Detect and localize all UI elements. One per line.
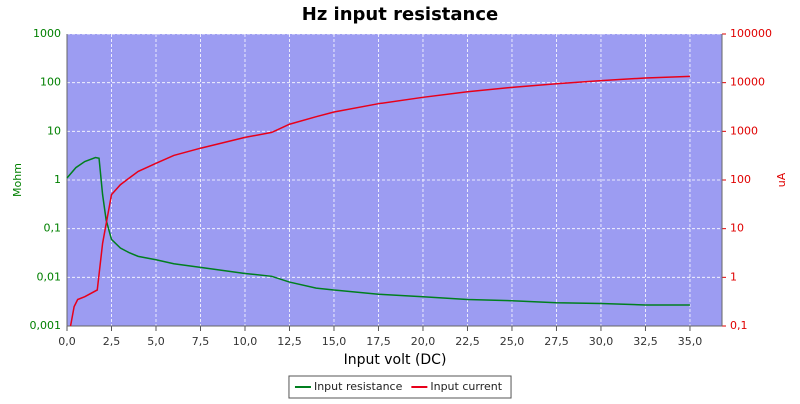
x-tick-label: 30,0 [589,335,614,348]
x-tick-label: 27,5 [544,335,569,348]
y2-tick-label: 1 [730,270,737,283]
y2-tick-label: 100 [730,173,751,186]
x-tick-label: 32,5 [633,335,658,348]
y2-tick-label: 10 [730,222,744,235]
y2-tick-label: 100000 [730,27,772,40]
y2-tick-label: 0,1 [730,319,748,332]
chart-title: Hz input resistance [302,4,499,25]
y-tick-label: 1000 [33,27,61,40]
y-tick-label: 100 [40,76,61,89]
line [69,75,690,327]
y2-axis-label: uA [775,172,788,187]
x-tick-label: 2,5 [103,335,121,348]
x-tick-label: 5,0 [147,335,165,348]
y2-tick-label: 10000 [730,76,765,89]
y-tick-label: 0,01 [37,270,62,283]
y-axis-label: Mohm [11,163,24,197]
x-tick-label: 10,0 [233,335,258,348]
x-tick-label: 20,0 [411,335,436,348]
x-tick-label: 35,0 [678,335,703,348]
y2-tick-label: 1000 [730,124,758,137]
y-tick-label: 1 [54,173,61,186]
legend-label: Input current [430,380,502,393]
x-tick-label: 25,0 [500,335,525,348]
y-tick-label: 10 [47,124,61,137]
x-tick-label: 15,0 [322,335,347,348]
y-tick-label: 0,001 [30,319,62,332]
legend-label: Input resistance [314,380,403,393]
line [66,156,690,306]
x-tick-label: 12,5 [277,335,302,348]
y-tick-label: 0,1 [44,222,62,235]
legend-box [288,375,512,399]
x-tick-label: 22,5 [455,335,480,348]
legend: Input resistance Input current [288,375,512,399]
x-tick-label: 17,5 [366,335,391,348]
x-tick-label: 7,5 [192,335,210,348]
x-axis-label: Input volt (DC) [344,352,447,368]
x-tick-label: 0,0 [58,335,76,348]
